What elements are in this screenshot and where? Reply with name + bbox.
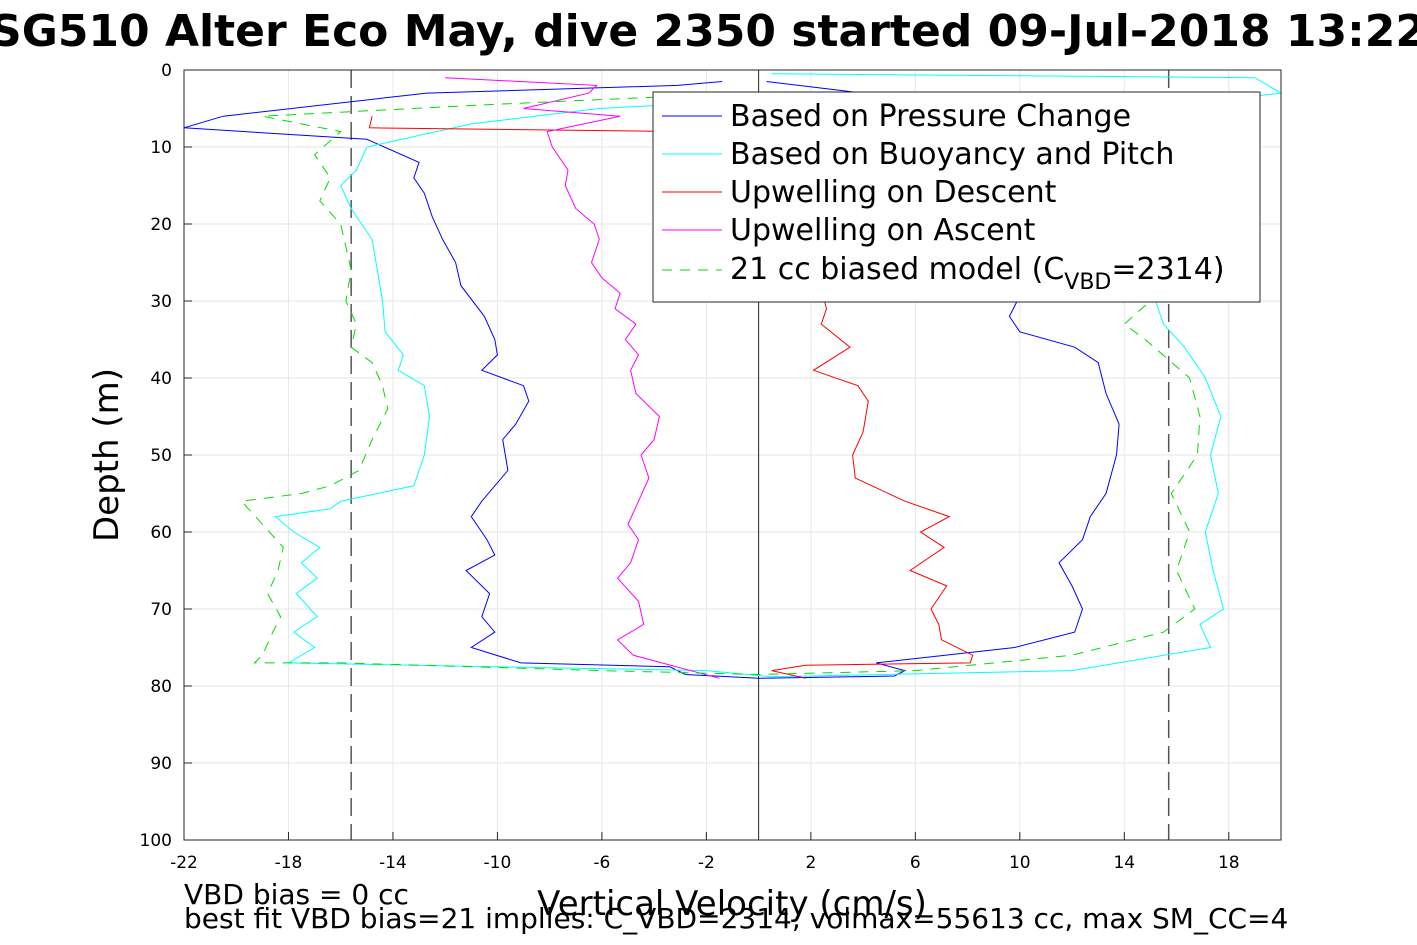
x-tick-label: -10 xyxy=(484,853,512,873)
y-tick-label: 80 xyxy=(150,677,172,697)
y-tick-label: 20 xyxy=(150,215,172,235)
x-tick-label: 6 xyxy=(910,853,921,873)
plot-frame xyxy=(183,69,1282,841)
y-tick-label: 30 xyxy=(150,292,172,312)
x-tick-label: 2 xyxy=(805,853,816,873)
legend-label-biased-model-prefix: 21 cc biased model (C xyxy=(730,252,1064,287)
x-tick-labels: -22 -18 -14 -10 -6 -2 2 6 10 14 18 xyxy=(170,853,1239,873)
legend-box xyxy=(652,91,1261,303)
legend-label-upwelling-ascent: Upwelling on Ascent xyxy=(730,213,1036,248)
axes xyxy=(183,69,1282,841)
y-tick-label: 40 xyxy=(150,369,172,389)
legend-label-biased-model: 21 cc biased model (CVBD=2314) xyxy=(730,252,1225,295)
best-fit-note: best fit VBD bias=21 implies: C_VBD=2314… xyxy=(184,902,1288,935)
legend-label-biased-model-suffix: =2314) xyxy=(1111,252,1224,287)
x-tick-label: -2 xyxy=(698,853,715,873)
y-tick-label: 90 xyxy=(150,754,172,774)
series-pressure-change xyxy=(183,81,1120,679)
legend: Based on Pressure Change Based on Buoyan… xyxy=(652,91,1261,303)
y-tick-labels: 0 10 20 30 40 50 60 70 80 90 100 xyxy=(140,61,172,851)
x-tick-label: -14 xyxy=(379,853,407,873)
legend-label-pressure: Based on Pressure Change xyxy=(730,99,1131,134)
series-upwelling-ascent xyxy=(445,77,720,679)
x-tick-label: -18 xyxy=(275,853,303,873)
y-tick-label: 50 xyxy=(150,446,172,466)
vbd-bias-note: VBD bias = 0 cc xyxy=(184,878,409,911)
y-tick-label: 70 xyxy=(150,600,172,620)
x-tick-label: 10 xyxy=(1009,853,1031,873)
legend-label-upwelling-descent: Upwelling on Descent xyxy=(730,175,1057,210)
y-tick-label: 10 xyxy=(150,138,172,158)
y-tick-label: 100 xyxy=(140,831,172,851)
y-tick-label: 60 xyxy=(150,523,172,543)
x-axis-label: Vertical Velocity (cm/s) xyxy=(537,884,927,924)
chart-title: SG510 Alter Eco May, dive 2350 started 0… xyxy=(0,6,1417,57)
x-tick-label: 18 xyxy=(1218,853,1240,873)
y-tick-label: 0 xyxy=(161,61,172,81)
legend-label-buoyancy: Based on Buoyancy and Pitch xyxy=(730,137,1174,172)
series-biased-model xyxy=(240,92,1201,676)
x-tick-label: -6 xyxy=(593,853,610,873)
x-tick-label: -22 xyxy=(170,853,198,873)
legend-label-biased-model-subscript: VBD xyxy=(1064,270,1111,295)
y-axis-label: Depth (m) xyxy=(87,368,127,542)
x-tick-label: 14 xyxy=(1113,853,1135,873)
